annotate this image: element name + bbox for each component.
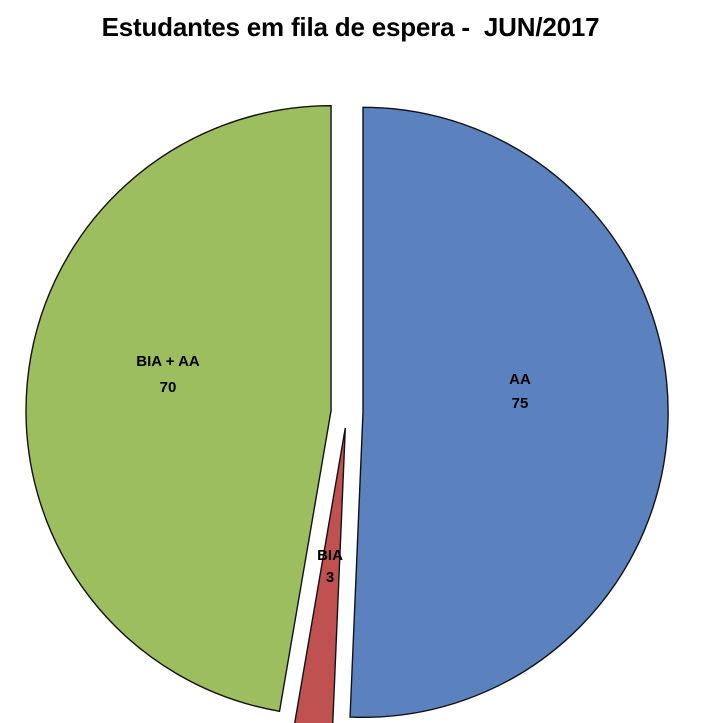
slice-label-aa: AA [509,371,531,388]
chart-title: Estudantes em fila de espera - JUN/2017 [101,12,600,42]
pie-slice-bia-aa[interactable] [25,104,332,713]
slice-value-bia-aa: 70 [160,379,177,396]
slice-label-bia-aa: BIA + AA [136,353,200,370]
slice-label-bia: BIA [317,547,343,564]
pie-slices-group [25,104,669,723]
pie-slice-aa[interactable] [349,106,669,719]
slice-value-bia: 3 [326,569,334,586]
slice-value-aa: 75 [512,395,529,412]
pie-slice-bia[interactable] [293,427,347,723]
pie-labels-group: AA 75 BIA 3 BIA + AA 70 [136,353,531,586]
